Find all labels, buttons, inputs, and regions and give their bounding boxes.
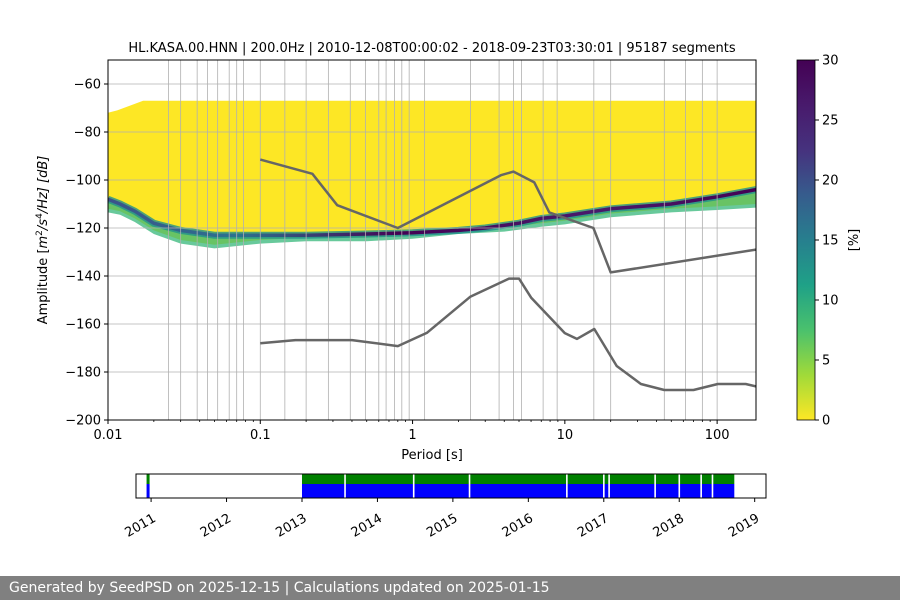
x-axis-label: Period [s]: [401, 448, 463, 463]
timeline-tick-label: 2014: [349, 511, 385, 541]
y-label-sup2: 2: [35, 230, 45, 236]
coverage-blue-segment: [146, 484, 150, 498]
y-label-mid: /s: [36, 219, 51, 231]
coverage-gap: [412, 474, 415, 498]
psd-heatmap: [108, 100, 756, 249]
noise-model-lines: [259, 158, 756, 392]
y-tick-label: −160: [65, 318, 101, 333]
timeline-frame: [135, 473, 767, 499]
timeline-tick-label: 2017: [575, 511, 611, 541]
colorbar-label: [%]: [847, 229, 862, 252]
timeline-tick-label: 2018: [651, 511, 687, 541]
timeline-tick-label: 2015: [424, 511, 460, 541]
coverage-timeline: [146, 474, 735, 498]
psd-yellow-region: [108, 100, 756, 245]
colorbar-tick-label: 20: [822, 174, 839, 189]
coverage-gap: [566, 474, 568, 498]
y-label-post: /Hz] [dB]: [36, 156, 51, 215]
coverage-gap: [603, 474, 605, 498]
coverage-gap: [654, 474, 656, 498]
x-tick-label: 100: [705, 428, 730, 443]
coverage-gap: [711, 474, 714, 498]
footer-bar: Generated by SeedPSD on 2025-12-15 | Cal…: [0, 576, 900, 600]
x-tick-label: 10: [557, 428, 574, 443]
period-grid: [108, 60, 756, 420]
colorbar-tick-label: 25: [822, 114, 839, 129]
psd-green-band: [108, 189, 756, 249]
coverage-gap: [468, 474, 471, 498]
y-tick-label: −100: [65, 174, 101, 189]
timeline-ticks: 2011 2012 2013 2014 2015 2016 2017 2018 2019: [122, 498, 762, 541]
colorbar: [796, 59, 816, 421]
y-tick-label: −200: [65, 414, 101, 429]
y-axis-label: Amplitude [m2/s4/Hz] [dB]: [35, 156, 51, 325]
coverage-gap: [678, 474, 681, 498]
high-noise-model-line: [259, 158, 756, 274]
y-label-sup4: 4: [35, 213, 45, 219]
plot-frame: [107, 59, 757, 421]
timeline-tick-label: 2011: [122, 511, 158, 541]
coverage-gap: [700, 474, 702, 498]
y-label-pre: Amplitude [: [36, 248, 51, 324]
timeline-tick-label: 2016: [500, 511, 536, 541]
y-tick-label: −140: [65, 270, 101, 285]
x-axis-ticks: 0.01 0.1 1 10 100: [94, 420, 730, 443]
colorbar-tick-label: 0: [822, 414, 830, 429]
timeline-tick-label: 2012: [198, 511, 234, 541]
y-tick-label: −180: [65, 366, 101, 381]
coverage-green-segment: [301, 474, 735, 484]
x-tick-label: 0.1: [250, 428, 271, 443]
y-tick-label: −120: [65, 222, 101, 237]
colorbar-tick-label: 30: [822, 54, 839, 69]
x-tick-label: 0.01: [94, 428, 123, 443]
low-noise-model-line: [260, 277, 756, 392]
chart-title: HL.KASA.00.HNN | 200.0Hz | 2010-12-08T00…: [128, 41, 735, 56]
colorbar-ticks: 0 5 10 15 20 25 30: [815, 54, 839, 429]
coverage-gap: [344, 474, 346, 498]
x-tick-label: 1: [408, 428, 416, 443]
coverage-blue-segment: [301, 484, 735, 498]
colorbar-tick-label: 15: [822, 234, 839, 249]
footer-text: Generated by SeedPSD on 2025-12-15 | Cal…: [9, 580, 550, 596]
colorbar-tick-label: 5: [822, 354, 830, 369]
coverage-green-segment: [146, 474, 150, 484]
coverage-gap: [608, 474, 610, 498]
timeline-tick-label: 2013: [273, 511, 309, 541]
y-tick-label: −80: [74, 126, 101, 141]
y-axis-ticks: −200 −180 −160 −140 −120 −100 −80 −60: [65, 78, 108, 429]
y-tick-label: −60: [74, 78, 101, 93]
timeline-tick-label: 2019: [726, 511, 762, 541]
y-label-m: m: [36, 236, 51, 249]
colorbar-tick-label: 10: [822, 294, 839, 309]
